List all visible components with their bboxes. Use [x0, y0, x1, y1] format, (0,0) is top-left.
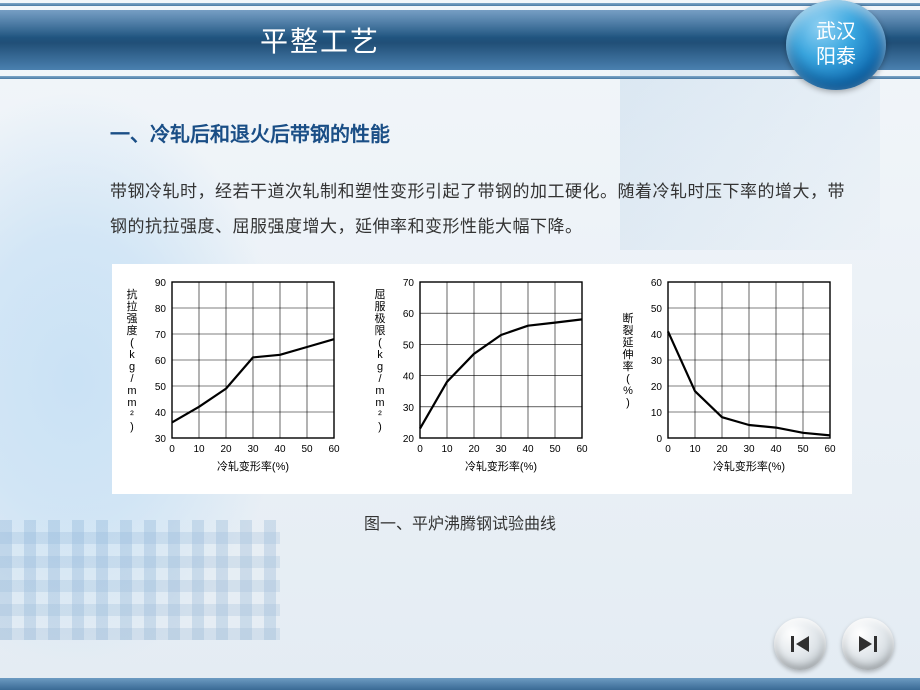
- skip-forward-icon: [855, 631, 881, 657]
- svg-text:50: 50: [403, 340, 415, 351]
- svg-text:20: 20: [716, 444, 728, 455]
- svg-text:50: 50: [155, 382, 167, 393]
- svg-text:50: 50: [301, 444, 313, 455]
- svg-text:30: 30: [743, 444, 755, 455]
- svg-text:60: 60: [651, 278, 663, 289]
- svg-text:70: 70: [403, 278, 415, 289]
- svg-text:/: /: [378, 373, 382, 385]
- svg-text:冷轧变形率(%): 冷轧变形率(%): [713, 459, 785, 473]
- svg-text:(: (: [626, 373, 630, 385]
- page-title: 平整工艺: [260, 20, 380, 60]
- svg-text:g: g: [377, 361, 383, 373]
- svg-text:²: ²: [130, 409, 134, 421]
- svg-text:10: 10: [441, 444, 453, 455]
- svg-text:60: 60: [576, 444, 588, 455]
- svg-text:20: 20: [468, 444, 480, 455]
- svg-text:60: 60: [328, 444, 340, 455]
- svg-text:10: 10: [193, 444, 205, 455]
- svg-text:30: 30: [403, 403, 415, 414]
- svg-text:屈: 屈: [375, 289, 386, 301]
- svg-text:抗: 抗: [127, 287, 138, 301]
- svg-text:30: 30: [495, 444, 507, 455]
- svg-text:冷轧变形率(%): 冷轧变形率(%): [465, 459, 537, 473]
- section-body: 带钢冷轧时，经若干道次轧制和塑性变形引起了带钢的加工硬化。随着冷轧时压下率的增大…: [110, 175, 850, 245]
- svg-text:g: g: [129, 361, 135, 373]
- svg-text:90: 90: [155, 278, 167, 289]
- svg-text:m: m: [375, 385, 384, 397]
- svg-text:10: 10: [651, 408, 663, 419]
- skip-back-icon: [787, 631, 813, 657]
- chart-panel-3: 0 10 20 30 40 50 60 0 10 20 30 40 50 60 冷轧变形率(%) 断裂延伸率(…: [610, 268, 850, 490]
- svg-text:²: ²: [378, 409, 382, 421]
- svg-text:断: 断: [623, 311, 634, 325]
- svg-text:0: 0: [169, 444, 175, 455]
- svg-text:30: 30: [651, 356, 663, 367]
- svg-text:60: 60: [403, 309, 415, 320]
- svg-text:20: 20: [220, 444, 232, 455]
- badge-line-2: 阳泰: [816, 45, 856, 70]
- header-rule-bottom: [0, 76, 920, 79]
- header-rule-top: [0, 3, 920, 6]
- svg-text:20: 20: [403, 434, 415, 445]
- svg-text:m: m: [127, 397, 136, 409]
- section-heading: 一、冷轧后和退火后带钢的性能: [110, 118, 850, 147]
- svg-text:k: k: [129, 349, 135, 361]
- prev-slide-button[interactable]: [774, 618, 826, 670]
- svg-text:0: 0: [656, 434, 662, 445]
- svg-text:40: 40: [522, 444, 534, 455]
- svg-text:拉: 拉: [127, 299, 138, 313]
- svg-text:/: /: [130, 373, 134, 385]
- charts-row: 010203040506030405060708090冷轧变形率(%)抗拉强度(…: [112, 264, 852, 494]
- svg-text:0: 0: [417, 444, 423, 455]
- svg-text:服: 服: [375, 300, 386, 313]
- svg-text:m: m: [375, 397, 384, 409]
- svg-text:80: 80: [155, 304, 167, 315]
- svg-text:冷轧变形率(%): 冷轧变形率(%): [217, 459, 289, 473]
- svg-text:70: 70: [155, 330, 167, 341]
- svg-text:率: 率: [623, 359, 634, 373]
- svg-text:60: 60: [155, 356, 167, 367]
- company-badge: 武汉 阳泰: [786, 0, 886, 90]
- content-area: 一、冷轧后和退火后带钢的性能 带钢冷轧时，经若干道次轧制和塑性变形引起了带钢的加…: [110, 118, 850, 251]
- svg-text:度: 度: [127, 323, 138, 337]
- figure-caption: 图一、平炉沸腾钢试验曲线: [0, 510, 920, 534]
- svg-text:0: 0: [665, 444, 671, 455]
- svg-text:%: %: [623, 385, 633, 397]
- svg-text:40: 40: [651, 330, 663, 341]
- svg-text:): ): [626, 397, 630, 409]
- svg-text:10: 10: [689, 444, 701, 455]
- next-slide-button[interactable]: [842, 618, 894, 670]
- svg-text:延: 延: [623, 336, 634, 349]
- svg-text:40: 40: [403, 372, 415, 383]
- decorative-squares: [0, 520, 280, 640]
- svg-text:40: 40: [770, 444, 782, 455]
- svg-text:40: 40: [274, 444, 286, 455]
- svg-text:): ): [378, 421, 382, 433]
- badge-line-1: 武汉: [816, 20, 856, 45]
- svg-text:): ): [130, 421, 134, 433]
- svg-text:k: k: [377, 349, 383, 361]
- svg-text:30: 30: [155, 434, 167, 445]
- svg-text:(: (: [130, 337, 134, 349]
- svg-text:极: 极: [375, 311, 386, 325]
- footer-strip: [0, 678, 920, 690]
- svg-text:50: 50: [549, 444, 561, 455]
- svg-text:60: 60: [824, 444, 836, 455]
- svg-text:30: 30: [247, 444, 259, 455]
- svg-text:m: m: [127, 385, 136, 397]
- svg-text:伸: 伸: [623, 348, 634, 361]
- svg-text:(: (: [378, 337, 382, 349]
- svg-text:40: 40: [155, 408, 167, 419]
- svg-text:强: 强: [127, 313, 138, 325]
- chart-panel-2: 0 10 20 30 40 50 60 20 30 40 50 60 70 冷轧变形率(%) 屈服极限(kg…: [362, 268, 602, 490]
- nav-buttons: [774, 618, 894, 670]
- chart-panel-1: 0 10 20 30 40 50 60 30 40 50 60 70 80 90 冷轧变形率(%) 抗拉强度(…: [114, 268, 354, 490]
- svg-text:50: 50: [797, 444, 809, 455]
- svg-text:限: 限: [375, 324, 386, 337]
- svg-text:20: 20: [651, 382, 663, 393]
- header-bar: 平整工艺: [0, 10, 920, 70]
- svg-text:50: 50: [651, 304, 663, 315]
- svg-text:裂: 裂: [623, 324, 634, 337]
